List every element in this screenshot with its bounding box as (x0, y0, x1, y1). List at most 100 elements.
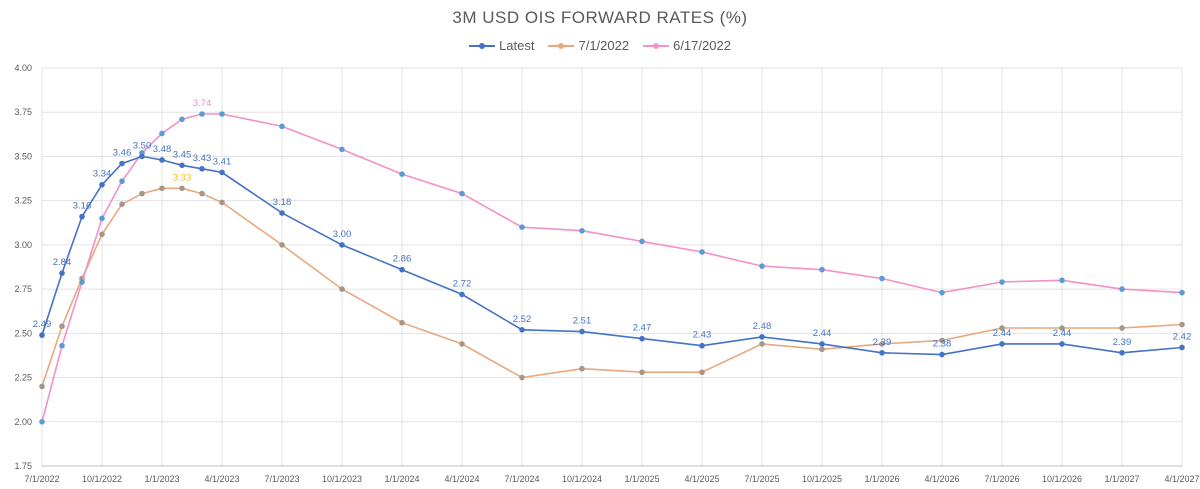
x-tick-label: 1/1/2026 (864, 474, 899, 484)
x-tick-label: 7/1/2023 (264, 474, 299, 484)
data-point (1119, 325, 1125, 331)
x-tick-label: 10/1/2025 (802, 474, 842, 484)
x-tick-label: 4/1/2027 (1164, 474, 1199, 484)
data-label: 3.16 (73, 201, 92, 212)
data-label: 3.74 (193, 98, 212, 109)
data-label: 3.48 (153, 144, 172, 155)
data-label: 2.44 (1053, 328, 1072, 339)
legend: Latest 7/1/2022 6/17/2022 (0, 38, 1200, 53)
data-label: 2.72 (453, 278, 472, 289)
data-point (879, 341, 885, 347)
data-point (699, 249, 705, 255)
data-point (99, 181, 105, 188)
data-point (159, 185, 165, 192)
data-point (639, 238, 645, 245)
data-label: 2.47 (633, 323, 652, 334)
data-label: 2.49 (33, 319, 52, 330)
data-point (119, 160, 125, 167)
data-point (279, 123, 285, 130)
data-point (219, 199, 225, 206)
data-point (939, 351, 945, 358)
data-point (219, 169, 225, 176)
data-point (759, 341, 765, 347)
chart-title: 3M USD OIS FORWARD RATES (%) (452, 8, 748, 27)
data-point (339, 146, 345, 153)
data-point (639, 369, 645, 376)
data-point (399, 171, 405, 177)
data-point (59, 270, 65, 276)
data-point (699, 342, 705, 349)
data-point (159, 157, 165, 163)
data-point (179, 185, 185, 192)
data-point (939, 289, 945, 296)
legend-item-latest: Latest (469, 38, 534, 53)
data-point (999, 341, 1005, 347)
data-point (999, 279, 1005, 285)
data-label: 2.48 (753, 321, 772, 332)
data-point (139, 153, 145, 160)
y-tick-label: 3.75 (14, 107, 32, 117)
x-tick-label: 10/1/2023 (322, 474, 362, 484)
data-point (119, 178, 125, 185)
x-tick-label: 1/1/2024 (384, 474, 419, 484)
data-point (79, 213, 85, 220)
data-point (139, 190, 145, 197)
data-point (579, 365, 585, 372)
data-label: 3.41 (213, 156, 232, 167)
data-point (459, 291, 465, 298)
data-point (1179, 289, 1185, 296)
x-tick-label: 1/1/2023 (144, 474, 179, 484)
y-tick-label: 2.75 (14, 284, 32, 294)
data-point (519, 326, 525, 333)
data-label: 2.39 (873, 337, 892, 348)
data-point (179, 116, 185, 123)
x-tick-label: 7/1/2025 (744, 474, 779, 484)
y-tick-label: 2.50 (14, 328, 32, 338)
data-point (99, 231, 105, 238)
y-tick-label: 1.75 (14, 461, 32, 471)
series-line-latest (41, 155, 1183, 356)
legend-item-6-17-2022: 6/17/2022 (643, 38, 731, 53)
data-point (819, 266, 825, 273)
data-label: 2.42 (1173, 331, 1192, 342)
x-tick-label: 4/1/2024 (444, 474, 479, 484)
legend-label-6-17-2022: 6/17/2022 (673, 38, 731, 53)
data-point (759, 334, 765, 340)
x-tick-label: 10/1/2026 (1042, 474, 1082, 484)
data-label: 2.86 (393, 254, 412, 265)
data-point (1119, 286, 1125, 292)
data-point (99, 215, 105, 222)
data-point (339, 242, 345, 248)
data-point (279, 210, 285, 216)
y-tick-label: 3.50 (14, 151, 32, 161)
legend-label-latest: Latest (499, 38, 535, 53)
legend-item-7-1-2022: 7/1/2022 (548, 38, 629, 53)
data-point (199, 190, 205, 197)
data-label: 3.43 (193, 153, 212, 164)
data-point (159, 130, 165, 137)
data-point (519, 224, 525, 230)
y-tick-label: 2.25 (14, 373, 32, 383)
data-point (1119, 349, 1125, 356)
data-label: 2.84 (53, 257, 72, 268)
data-point (1059, 341, 1065, 347)
data-point (1179, 321, 1185, 328)
x-tick-label: 1/1/2027 (1104, 474, 1139, 484)
y-tick-label: 2.00 (14, 417, 32, 427)
data-point (819, 341, 825, 347)
series-line-7-1-2022 (41, 187, 1183, 387)
y-tick-label: 4.00 (14, 63, 32, 73)
data-label: 3.33 (173, 172, 192, 183)
data-point (579, 227, 585, 234)
data-label: 2.39 (1113, 337, 1132, 348)
data-point (79, 279, 85, 285)
data-point (59, 323, 65, 330)
data-point (339, 286, 345, 292)
data-point (819, 346, 825, 353)
data-point (459, 190, 465, 197)
data-point (999, 325, 1005, 331)
x-tick-label: 7/1/2022 (24, 474, 59, 484)
data-point (459, 341, 465, 347)
